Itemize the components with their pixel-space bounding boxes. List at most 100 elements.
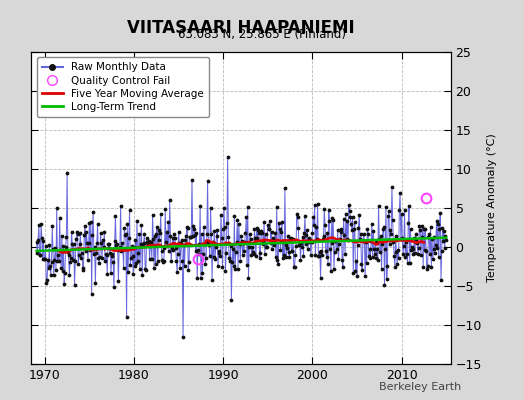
Point xyxy=(402,251,411,257)
Point xyxy=(425,250,434,257)
Point xyxy=(358,266,366,273)
Point xyxy=(249,249,257,256)
Point xyxy=(62,234,71,240)
Point xyxy=(407,247,416,253)
Point xyxy=(79,267,88,273)
Point xyxy=(145,238,153,244)
Point xyxy=(332,237,341,244)
Point xyxy=(255,255,264,261)
Point xyxy=(282,254,291,260)
Point xyxy=(317,248,325,254)
Point xyxy=(66,259,74,265)
Point xyxy=(182,233,190,240)
Point xyxy=(169,247,178,254)
Point xyxy=(185,234,194,240)
Point xyxy=(216,253,224,259)
Point xyxy=(345,208,354,214)
Point xyxy=(79,265,87,272)
Point xyxy=(152,230,160,237)
Point xyxy=(425,230,433,237)
Point xyxy=(134,250,143,256)
Point xyxy=(400,242,408,249)
Point xyxy=(298,244,306,250)
Point xyxy=(203,230,211,237)
Point xyxy=(71,258,80,264)
Point xyxy=(405,203,413,209)
Point xyxy=(165,248,173,254)
Point xyxy=(379,226,387,232)
Point xyxy=(351,268,359,274)
Point xyxy=(202,254,210,261)
Point xyxy=(179,334,187,340)
Point xyxy=(386,226,395,233)
Point xyxy=(181,237,190,243)
Point xyxy=(85,220,94,226)
Point xyxy=(423,263,432,269)
Point xyxy=(154,258,162,264)
Point xyxy=(147,239,155,245)
Text: Berkeley Earth: Berkeley Earth xyxy=(379,382,461,392)
Point xyxy=(96,230,105,236)
Point xyxy=(56,215,64,222)
Point xyxy=(173,269,181,276)
Point xyxy=(247,252,256,258)
Point xyxy=(264,221,272,228)
Point xyxy=(389,238,398,245)
Point xyxy=(221,224,229,230)
Point xyxy=(100,244,108,250)
Point xyxy=(398,234,407,241)
Point xyxy=(296,256,304,263)
Point xyxy=(323,230,332,236)
Point xyxy=(287,235,295,242)
Point xyxy=(132,236,140,243)
Point xyxy=(75,241,84,247)
Point xyxy=(277,229,286,236)
Point xyxy=(92,250,100,256)
Point xyxy=(314,252,323,259)
Point xyxy=(135,230,144,237)
Point xyxy=(106,249,114,256)
Point xyxy=(91,244,99,251)
Point xyxy=(73,229,81,235)
Point xyxy=(204,238,213,245)
Point xyxy=(242,214,250,220)
Point xyxy=(387,231,396,237)
Point xyxy=(299,253,308,260)
Point xyxy=(430,234,439,240)
Point xyxy=(240,248,248,254)
Point xyxy=(226,257,234,264)
Point xyxy=(415,222,423,229)
Point xyxy=(104,240,112,247)
Point xyxy=(194,246,202,253)
Point xyxy=(77,254,85,261)
Point xyxy=(38,256,47,262)
Point xyxy=(351,219,359,226)
Point xyxy=(235,221,243,228)
Point xyxy=(116,244,124,250)
Point xyxy=(167,258,176,264)
Point xyxy=(442,237,450,244)
Point xyxy=(385,208,393,214)
Point xyxy=(227,297,236,304)
Point xyxy=(279,238,288,245)
Point xyxy=(120,225,128,232)
Point xyxy=(105,245,114,252)
Point xyxy=(116,203,125,209)
Point xyxy=(285,249,293,256)
Point xyxy=(222,250,231,256)
Point xyxy=(171,244,180,251)
Point xyxy=(171,235,179,242)
Point xyxy=(434,254,443,260)
Point xyxy=(59,243,68,250)
Point xyxy=(411,231,420,237)
Point xyxy=(417,252,425,258)
Point xyxy=(336,236,344,242)
Point xyxy=(176,264,184,271)
Point xyxy=(365,246,374,252)
Point xyxy=(368,220,376,227)
Point xyxy=(226,242,235,249)
Point xyxy=(236,258,245,264)
Point xyxy=(52,267,60,273)
Point xyxy=(196,203,204,209)
Point xyxy=(233,216,242,223)
